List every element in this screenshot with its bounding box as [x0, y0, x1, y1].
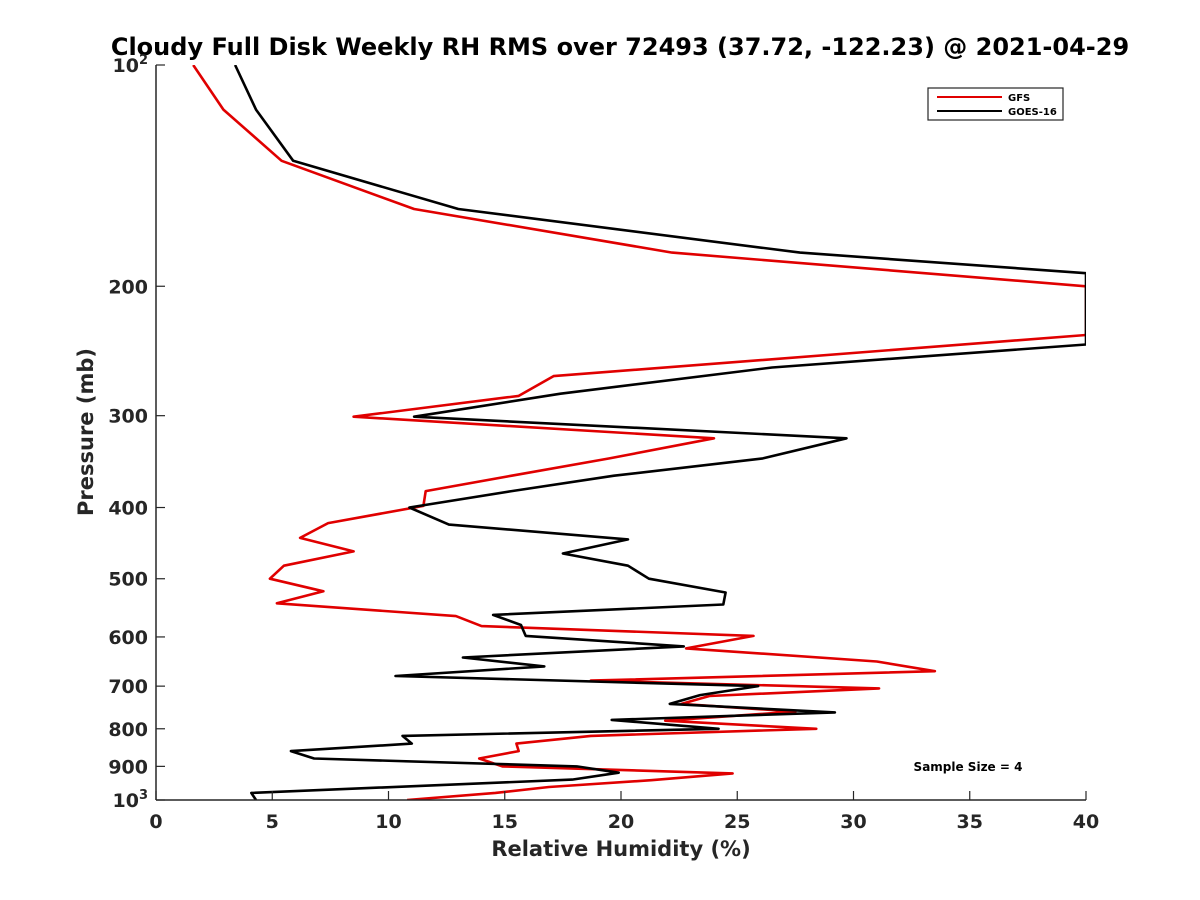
series-line-gfs [192, 65, 1086, 800]
x-tick-label: 15 [492, 811, 518, 833]
x-tick-label: 20 [608, 811, 634, 833]
y-tick-label: 103 [113, 788, 149, 812]
sample-size-annotation: Sample Size = 4 [914, 760, 1023, 774]
y-tick-label: 300 [108, 406, 148, 428]
y-tick-label: 700 [108, 676, 148, 698]
legend: GFS GOES-16 [927, 87, 1064, 121]
legend-label-goes16: GOES-16 [1008, 107, 1057, 118]
y-tick-label: 800 [108, 719, 148, 741]
y-tick-label: 102 [113, 53, 149, 77]
legend-box [927, 87, 1064, 121]
x-axis-label: Relative Humidity (%) [491, 837, 750, 861]
y-tick-label: 600 [108, 627, 148, 649]
x-tick-label: 30 [840, 811, 866, 833]
series-line-goes16 [233, 65, 1086, 800]
x-tick-label: 0 [149, 811, 162, 833]
x-tick-label: 40 [1073, 811, 1099, 833]
y-tick-label: 200 [108, 276, 148, 298]
x-tick-label: 5 [266, 811, 279, 833]
x-tick-label: 10 [375, 811, 401, 833]
y-ticks: 102 200 300 400 500 600 700 800 900 103 [108, 53, 165, 812]
y-axis-label: Pressure (mb) [74, 348, 98, 516]
y-tick-label: 400 [108, 498, 148, 520]
y-tick-label: 900 [108, 756, 148, 778]
legend-label-gfs: GFS [1008, 93, 1030, 104]
series-layer [192, 65, 1086, 800]
x-tick-label: 35 [957, 811, 983, 833]
chart-title: Cloudy Full Disk Weekly RH RMS over 7249… [111, 33, 1129, 61]
y-tick-label: 500 [108, 569, 148, 591]
plot-area: 0 5 10 15 20 25 30 35 40 102 200 300 400 500 600 700 80… [108, 53, 1099, 833]
x-ticks: 0 5 10 15 20 25 30 35 40 [149, 791, 1099, 833]
x-tick-label: 25 [724, 811, 750, 833]
